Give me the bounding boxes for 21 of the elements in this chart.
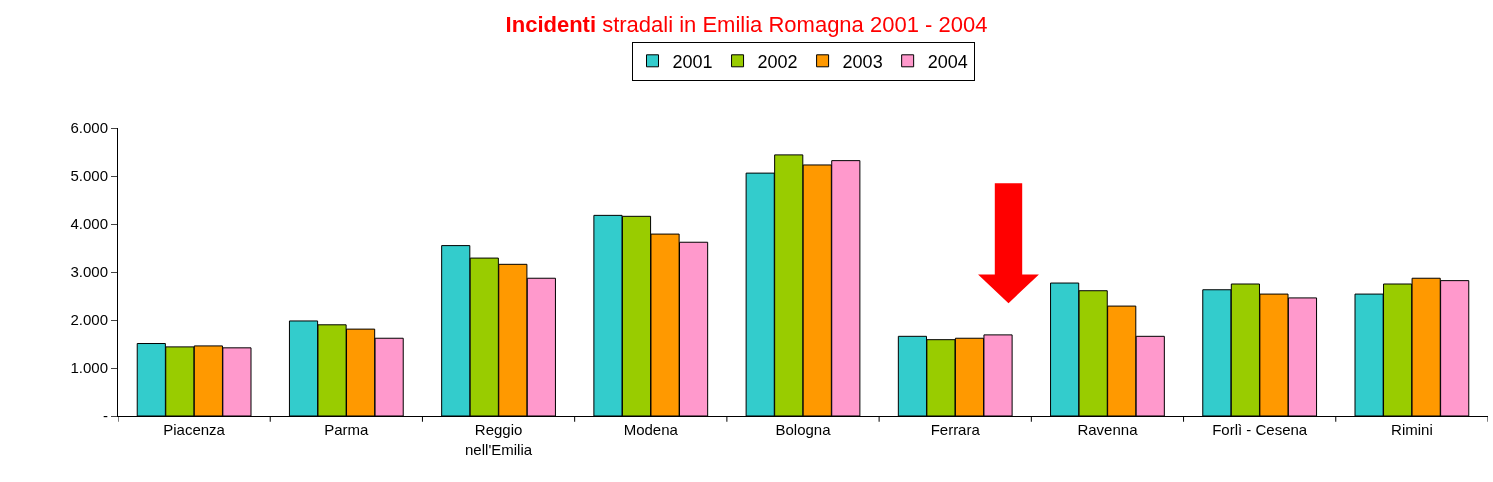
x-tick-label: Ravenna bbox=[1077, 421, 1139, 438]
y-tick-label: 4.000 bbox=[70, 215, 108, 233]
legend-label: 2004 bbox=[927, 51, 968, 72]
x-tick-label: Piacenza bbox=[163, 421, 226, 438]
y-tick-label: 1.000 bbox=[70, 359, 108, 377]
x-tick-label: Rimini bbox=[1391, 421, 1433, 438]
y-tick-label: 3.000 bbox=[70, 263, 108, 281]
legend-label: 2003 bbox=[842, 51, 883, 72]
x-tick-label: Bologna bbox=[775, 421, 832, 438]
x-tick-label: Reggio nell'Emilia bbox=[465, 421, 533, 458]
y-tick-label: - bbox=[103, 407, 108, 425]
y-tick-label: 5.000 bbox=[70, 167, 108, 185]
legend-label: 2002 bbox=[757, 51, 798, 72]
x-tick-label: Ferrara bbox=[930, 421, 981, 438]
y-tick-label: 2.000 bbox=[70, 311, 108, 329]
x-tick-label: Modena bbox=[623, 421, 679, 438]
chart-title: Incidenti stradali in Emilia Romagna 2001 - 2004 bbox=[505, 12, 988, 38]
legend-label: 2001 bbox=[672, 51, 713, 72]
x-tick-label: Forlì - Cesena bbox=[1212, 421, 1308, 438]
y-tick-label: 6.000 bbox=[70, 119, 108, 137]
x-tick-label: Parma bbox=[324, 421, 370, 438]
